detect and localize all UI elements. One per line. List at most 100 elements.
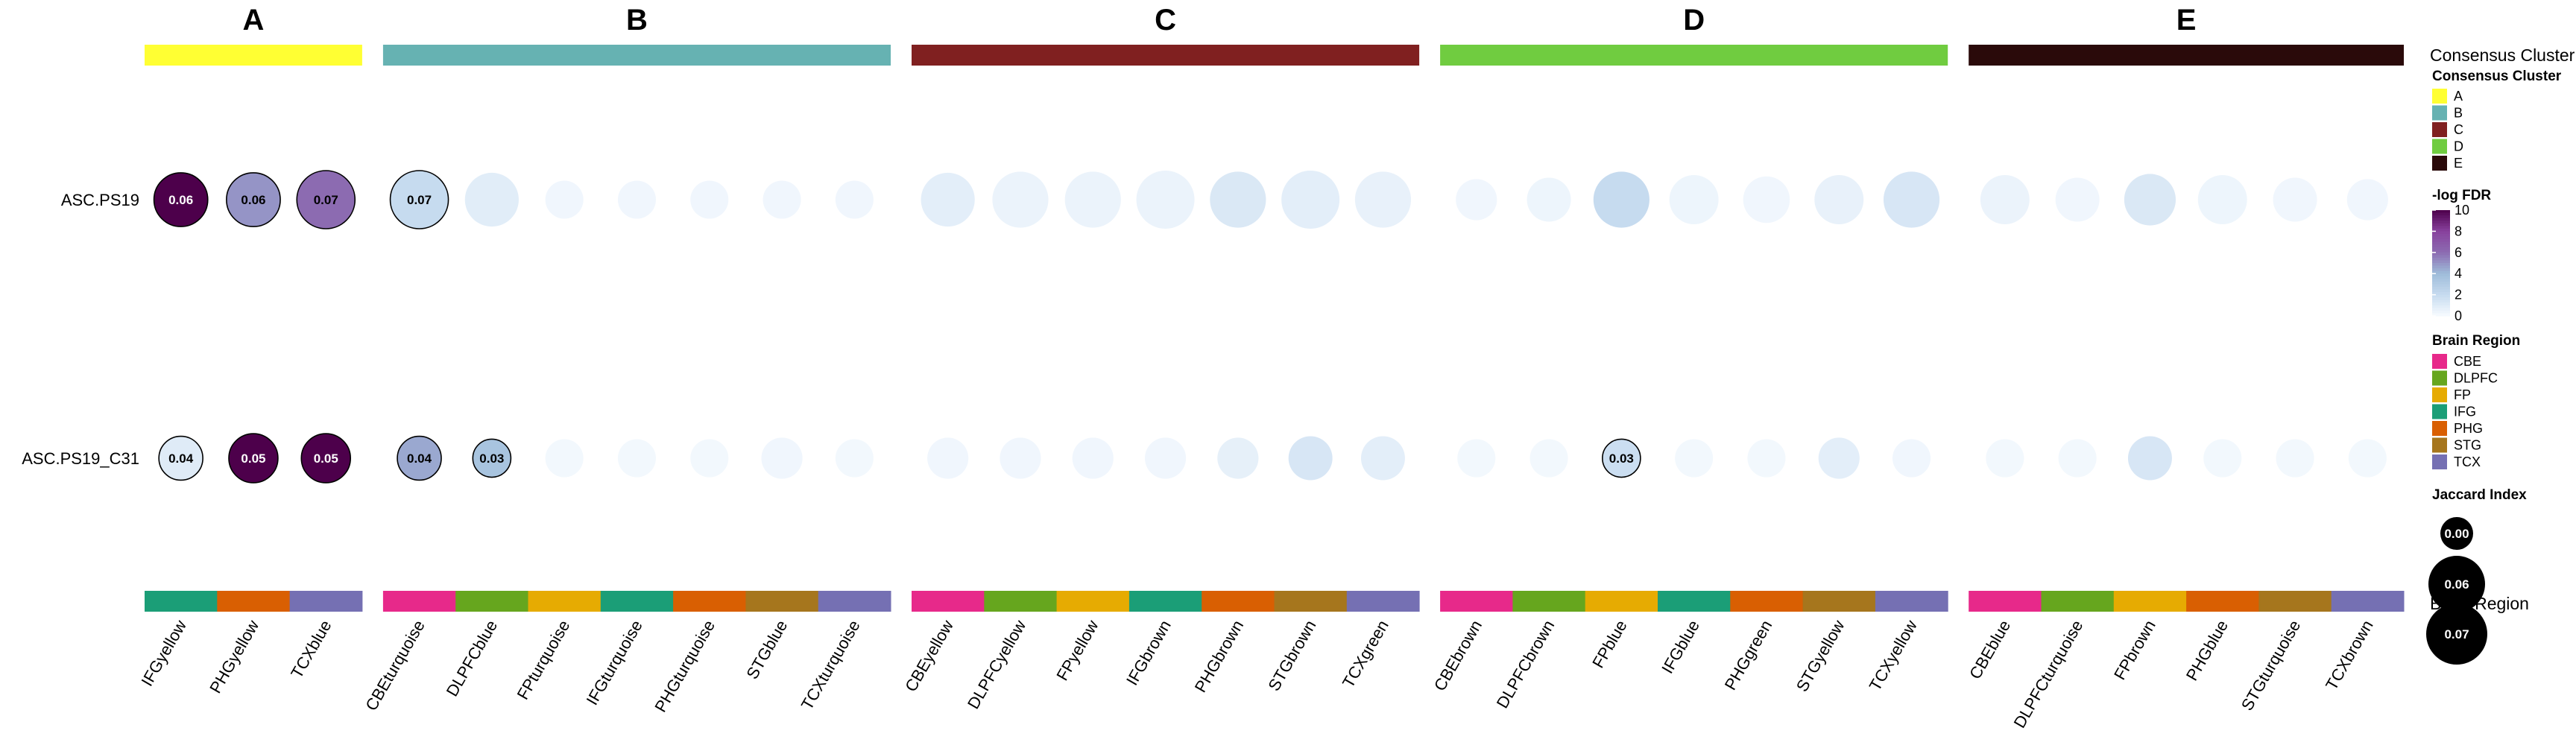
bubble-dlpfcblue-row1	[464, 172, 519, 227]
fdr-gradient-step	[2432, 302, 2450, 306]
region-cell-stgblue	[745, 591, 819, 612]
bubble-tcxgreen-row1	[1354, 171, 1412, 228]
fdr-gradient-step	[2432, 313, 2450, 317]
bubble-tcxblue-row1	[296, 170, 356, 229]
fdr-gradient-step	[2432, 289, 2450, 293]
bubble-tcxbrown-row2	[2348, 439, 2387, 478]
fdr-gradient-step	[2432, 233, 2450, 238]
legend-region-swatch-tcx	[2432, 454, 2447, 469]
cluster-bar-e	[1969, 45, 2404, 66]
bubble-dlpfcbrown-row2	[1530, 439, 1568, 478]
bubble-value-label: 0.03	[1609, 451, 1634, 466]
bubble-tcxturquoise-row1	[835, 180, 874, 219]
bubble-fpyellow-row2	[1072, 437, 1114, 479]
bubble-dlpfcbrown-row1	[1527, 177, 1571, 222]
legend-region-label-stg: STG	[2454, 438, 2481, 453]
bubble-cbeyellow-row2	[927, 437, 969, 479]
legend-top-label: Consensus Cluster	[2430, 45, 2575, 65]
fdr-gradient-step	[2432, 236, 2450, 240]
legend-region-swatch-fp	[2432, 387, 2447, 402]
bubble-fpbrown-row1	[2124, 174, 2176, 226]
bubble-ifgblue-row2	[1675, 439, 1714, 478]
bubble-phggreen-row2	[1747, 439, 1786, 478]
legend-cluster-label-d: D	[2454, 139, 2463, 154]
column-label-fpblue: FPblue	[1588, 617, 1631, 671]
cluster-bar-a	[145, 45, 362, 66]
fdr-gradient-step	[2432, 292, 2450, 296]
legend-cluster-title: Consensus Cluster	[2432, 69, 2562, 84]
column-label-phgturquoise: PHGturquoise	[651, 617, 719, 715]
legend-region-swatch-stg	[2432, 437, 2447, 453]
cluster-letter-d: D	[1683, 4, 1705, 37]
region-cell-cbeyellow	[912, 591, 985, 612]
bubble-phgyellow-row2	[228, 433, 279, 484]
bubble-phgturquoise-row2	[690, 439, 729, 478]
bubble-cbeblue-row2	[1986, 439, 2024, 478]
bubble-tcxbrown-row1	[2346, 179, 2388, 221]
bubble-dlpfcyellow-row1	[992, 171, 1049, 228]
fdr-tick-label: 4	[2455, 266, 2462, 281]
bubble-value-label: 0.03	[479, 451, 504, 466]
fdr-gradient-step	[2432, 215, 2450, 219]
bubble-fpbrown-row2	[2127, 436, 2172, 481]
bubble-phgbrown-row1	[1210, 171, 1266, 228]
bubble-ifgturquoise-row2	[617, 439, 656, 478]
bubble-stgturquoise-row2	[2276, 439, 2314, 478]
legend-jaccard-circle	[2426, 603, 2487, 665]
column-label-cbebrown: CBEbrown	[1430, 617, 1486, 694]
bubble-phggreen-row1	[1743, 176, 1790, 224]
bubble-tcxgreen-row2	[1360, 436, 1405, 481]
column-label-cbeturquoise: CBEturquoise	[362, 617, 429, 714]
bubble-stgturquoise-row1	[2273, 177, 2317, 222]
fdr-gradient-step	[2432, 305, 2450, 308]
bubble-dlpfcturquoise-row1	[2055, 177, 2100, 222]
fdr-gradient-step	[2432, 212, 2450, 216]
cluster-letter-c: C	[1155, 4, 1176, 37]
fdr-gradient-step	[2432, 300, 2450, 303]
bubble-fpblue-row1	[1593, 171, 1650, 228]
region-cell-cbebrown	[1440, 591, 1513, 612]
bubble-ifgyellow-row2	[158, 435, 203, 481]
bubble-fpblue-row2	[1602, 438, 1641, 478]
legend-jaccard-label: 0.06	[2444, 577, 2469, 592]
region-cell-tcxblue	[289, 591, 363, 612]
region-cell-phggreen	[1730, 591, 1804, 612]
cluster-bar-b	[382, 45, 891, 66]
column-label-tcxbrown: TCXbrown	[2322, 617, 2377, 693]
legend-region-label-cbe: CBE	[2454, 354, 2481, 369]
bubble-stgblue-row1	[763, 180, 801, 219]
bubble-ifgblue-row1	[1669, 175, 1719, 224]
fdr-tick-label: 8	[2455, 224, 2462, 238]
fdr-gradient-step	[2432, 310, 2450, 314]
fdr-gradient-step	[2432, 218, 2450, 221]
column-label-ifgbrown: IFGbrown	[1123, 617, 1175, 688]
region-cell-tcxyellow	[1875, 591, 1948, 612]
fdr-gradient-step	[2432, 228, 2450, 232]
region-cell-tcxgreen	[1346, 591, 1420, 612]
fdr-gradient-step	[2432, 281, 2450, 285]
fdr-gradient-step	[2432, 255, 2450, 259]
bubble-ifgyellow-row1	[153, 172, 209, 227]
region-cell-tcxturquoise	[818, 591, 891, 612]
fdr-gradient-step	[2432, 297, 2450, 301]
fdr-tick-label: 2	[2455, 288, 2462, 302]
fdr-gradient-step	[2432, 270, 2450, 274]
legend-cluster-label-b: B	[2454, 106, 2463, 121]
fdr-gradient-step	[2432, 286, 2450, 291]
bubble-value-label: 0.04	[407, 451, 432, 466]
region-cell-dlpfcblue	[455, 591, 528, 612]
fdr-gradient-step	[2432, 260, 2450, 264]
row-label-1: ASC.PS19	[61, 191, 139, 209]
fdr-gradient-step	[2432, 284, 2450, 288]
bubble-fpyellow-row1	[1064, 171, 1121, 228]
column-label-stgyellow: STGyellow	[1793, 617, 1849, 695]
column-label-fpyellow: FPyellow	[1052, 617, 1102, 684]
bubble-cbebrown-row2	[1457, 439, 1496, 478]
fdr-gradient-step	[2432, 279, 2450, 282]
column-label-phggreen: PHGgreen	[1721, 617, 1776, 694]
column-label-cbeblue: CBEblue	[1966, 617, 2014, 682]
region-cell-ifgbrown	[1128, 591, 1202, 612]
legend-region-swatch-phg	[2432, 421, 2447, 436]
region-cell-stgbrown	[1274, 591, 1348, 612]
